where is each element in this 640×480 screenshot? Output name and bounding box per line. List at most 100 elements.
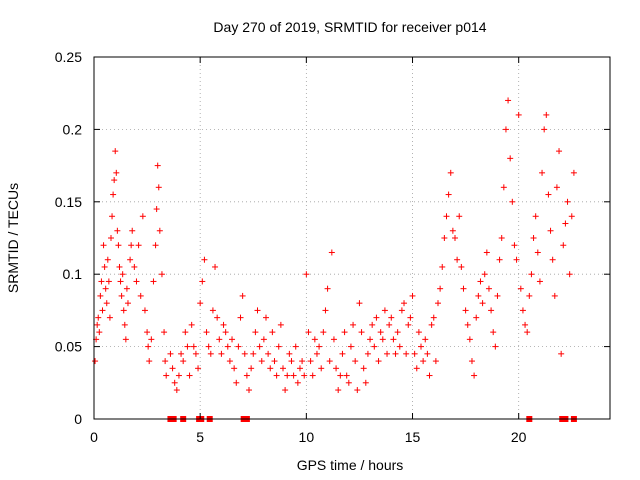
- data-point: [519, 307, 526, 314]
- y-tick-label: 0.2: [63, 121, 83, 137]
- data-point: [498, 235, 505, 241]
- data-point: [324, 285, 331, 292]
- data-point: [117, 278, 124, 285]
- data-point: [460, 285, 467, 292]
- data-point: [222, 329, 229, 336]
- data-point: [115, 242, 122, 249]
- data-point: [333, 365, 340, 372]
- data-point: [367, 336, 374, 343]
- data-point: [381, 307, 388, 314]
- data-point: [511, 242, 518, 249]
- data-point: [375, 358, 382, 365]
- x-tick-label: 0: [90, 429, 98, 445]
- data-point: [148, 336, 155, 343]
- data-point: [362, 379, 369, 386]
- data-point: [379, 336, 386, 343]
- data-point: [201, 256, 208, 263]
- data-point: [118, 292, 125, 299]
- plot-frame: [93, 56, 611, 420]
- data-point: [526, 292, 533, 299]
- data-point: [513, 256, 520, 263]
- data-point: [350, 321, 357, 328]
- data-point: [515, 111, 522, 118]
- data-point: [398, 307, 405, 314]
- data-point: [102, 285, 109, 292]
- data-point: [543, 111, 550, 118]
- data-point: [141, 307, 148, 314]
- data-point: [256, 343, 263, 350]
- data-point: [424, 350, 431, 357]
- data-point: [131, 263, 138, 270]
- data-point: [443, 213, 450, 220]
- data-point: [105, 278, 112, 285]
- data-point: [339, 350, 346, 357]
- data-point: [307, 358, 314, 365]
- data-point: [100, 242, 107, 249]
- data-point: [277, 321, 284, 328]
- data-point: [352, 358, 359, 365]
- data-point: [558, 350, 565, 357]
- data-point: [184, 343, 191, 350]
- data-point: [530, 235, 537, 241]
- data-point: [330, 336, 337, 343]
- data-point: [524, 329, 531, 336]
- data-point: [190, 343, 197, 350]
- data-point: [420, 358, 427, 365]
- data-point: [345, 379, 352, 386]
- data-point: [161, 329, 168, 336]
- data-point: [471, 372, 478, 379]
- data-point: [98, 278, 105, 285]
- data-point: [299, 358, 306, 365]
- data-point: [507, 155, 514, 162]
- data-point: [388, 314, 395, 321]
- data-point: [243, 372, 250, 379]
- data-point: [286, 350, 293, 357]
- data-point: [441, 235, 448, 241]
- x-tick-label: 10: [299, 429, 315, 445]
- data-point: [320, 329, 327, 336]
- data-point: [110, 191, 117, 198]
- data-point: [403, 350, 410, 357]
- data-point: [432, 358, 439, 365]
- data-point: [305, 329, 312, 336]
- data-point: [428, 321, 435, 328]
- data-point: [224, 343, 231, 350]
- data-point: [477, 278, 484, 285]
- data-point: [182, 329, 189, 336]
- data-point: [394, 329, 401, 336]
- data-point: [405, 321, 412, 328]
- data-point: [220, 321, 227, 328]
- data-point: [560, 242, 567, 249]
- data-point: [112, 148, 119, 155]
- data-point: [473, 314, 480, 321]
- data-point: [192, 350, 199, 357]
- data-point: [271, 358, 278, 365]
- data-point: [534, 249, 541, 256]
- data-point: [354, 387, 361, 394]
- data-point: [464, 321, 471, 328]
- data-point: [488, 307, 495, 314]
- data-point: [536, 278, 543, 285]
- data-point: [284, 372, 291, 379]
- data-point: [386, 321, 393, 328]
- data-point: [104, 256, 111, 263]
- data-point: [122, 336, 129, 343]
- data-point: [260, 336, 267, 343]
- data-point: [343, 372, 350, 379]
- data-point: [430, 314, 437, 321]
- data-point: [411, 350, 418, 357]
- data-point: [163, 372, 170, 379]
- data-point: [564, 198, 571, 205]
- data-point: [371, 343, 378, 350]
- data-point: [186, 372, 193, 379]
- data-point: [207, 350, 214, 357]
- data-point: [116, 263, 123, 270]
- data-point: [328, 249, 335, 256]
- data-point: [528, 271, 535, 278]
- data-point: [517, 285, 524, 292]
- data-point: [549, 256, 556, 263]
- data-point: [556, 148, 563, 155]
- data-point: [111, 177, 118, 184]
- data-point: [233, 379, 240, 386]
- data-point: [241, 350, 248, 357]
